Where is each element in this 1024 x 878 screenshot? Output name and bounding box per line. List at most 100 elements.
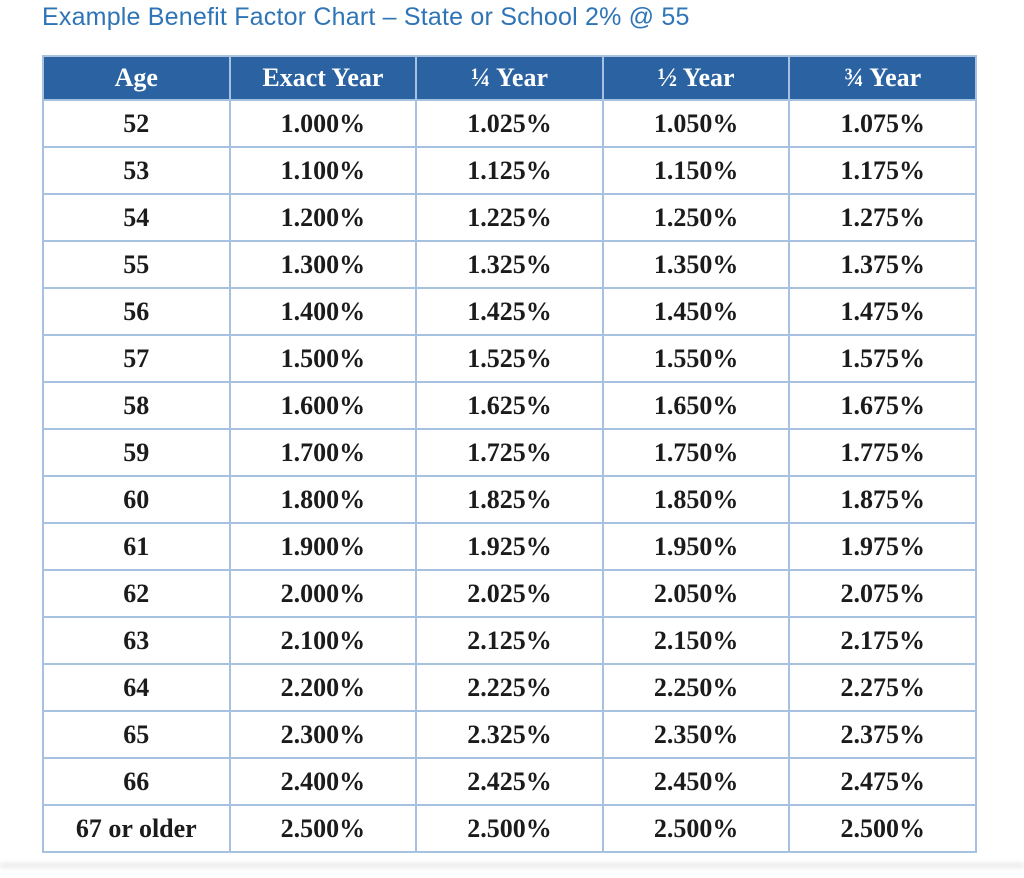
header-cell-exact-year: Exact Year [228,55,418,101]
table-row: 58 1.600% 1.625% 1.650% 1.675% [42,381,977,430]
factor-cell: 1.800% [228,475,418,524]
factor-cell: 1.250% [601,193,791,242]
table-row: 63 2.100% 2.125% 2.150% 2.175% [42,616,977,665]
factor-cell: 2.075% [788,569,977,618]
header-cell-half-year: ½ Year [601,55,791,101]
age-cell: 53 [42,146,231,195]
factor-cell: 2.025% [415,569,604,618]
table-row: 56 1.400% 1.425% 1.450% 1.475% [42,287,977,336]
factor-cell: 2.500% [788,804,977,853]
factor-cell: 2.475% [788,757,977,806]
factor-cell: 2.300% [228,710,418,759]
benefit-factor-table: Age Exact Year ¼ Year ½ Year ¾ Year 52 1.000%… [42,55,977,853]
factor-cell: 1.325% [415,240,604,289]
age-cell: 67 or older [42,804,231,853]
age-cell: 65 [42,710,231,759]
age-cell: 52 [42,99,231,148]
factor-cell: 1.100% [228,146,418,195]
factor-cell: 1.625% [415,381,604,430]
factor-cell: 1.025% [415,99,604,148]
factor-cell: 2.250% [601,663,791,712]
table-row: 55 1.300% 1.325% 1.350% 1.375% [42,240,977,289]
age-cell: 58 [42,381,231,430]
table-row: 57 1.500% 1.525% 1.550% 1.575% [42,334,977,383]
table-row: 59 1.700% 1.725% 1.750% 1.775% [42,428,977,477]
factor-cell: 2.225% [415,663,604,712]
header-row: Age Exact Year ¼ Year ½ Year ¾ Year [42,55,977,101]
factor-cell: 2.125% [415,616,604,665]
factor-cell: 1.525% [415,334,604,383]
factor-cell: 1.375% [788,240,977,289]
factor-cell: 1.825% [415,475,604,524]
factor-cell: 1.575% [788,334,977,383]
age-cell: 55 [42,240,231,289]
factor-cell: 2.400% [228,757,418,806]
age-cell: 60 [42,475,231,524]
age-cell: 61 [42,522,231,571]
table-row: 52 1.000% 1.025% 1.050% 1.075% [42,99,977,148]
table-row: 66 2.400% 2.425% 2.450% 2.475% [42,757,977,806]
factor-cell: 1.275% [788,193,977,242]
header-cell-three-quarter-year: ¾ Year [788,55,977,101]
factor-cell: 1.450% [601,287,791,336]
table-row: 54 1.200% 1.225% 1.250% 1.275% [42,193,977,242]
age-cell: 66 [42,757,231,806]
table-row: 61 1.900% 1.925% 1.950% 1.975% [42,522,977,571]
age-cell: 59 [42,428,231,477]
factor-cell: 1.225% [415,193,604,242]
factor-cell: 2.425% [415,757,604,806]
factor-cell: 1.500% [228,334,418,383]
table-row: 67 or older 2.500% 2.500% 2.500% 2.500% [42,804,977,853]
header-cell-quarter-year: ¼ Year [415,55,604,101]
factor-cell: 2.450% [601,757,791,806]
factor-cell: 1.425% [415,287,604,336]
factor-cell: 1.675% [788,381,977,430]
factor-cell: 1.700% [228,428,418,477]
factor-cell: 2.000% [228,569,418,618]
factor-cell: 1.000% [228,99,418,148]
page-edge-artifact [0,863,1024,868]
factor-cell: 1.200% [228,193,418,242]
age-cell: 57 [42,334,231,383]
factor-cell: 1.075% [788,99,977,148]
table-row: 65 2.300% 2.325% 2.350% 2.375% [42,710,977,759]
factor-cell: 1.875% [788,475,977,524]
factor-cell: 1.950% [601,522,791,571]
factor-cell: 1.850% [601,475,791,524]
factor-cell: 1.600% [228,381,418,430]
benefit-table-body: 52 1.000% 1.025% 1.050% 1.075% 53 1.100% 1.125%… [42,99,977,853]
table-row: 53 1.100% 1.125% 1.150% 1.175% [42,146,977,195]
factor-cell: 1.300% [228,240,418,289]
page-title: Example Benefit Factor Chart – State or … [42,3,690,31]
factor-cell: 2.375% [788,710,977,759]
factor-cell: 1.975% [788,522,977,571]
factor-cell: 2.175% [788,616,977,665]
factor-cell: 1.550% [601,334,791,383]
factor-cell: 1.725% [415,428,604,477]
factor-cell: 2.200% [228,663,418,712]
age-cell: 56 [42,287,231,336]
factor-cell: 2.275% [788,663,977,712]
factor-cell: 1.650% [601,381,791,430]
age-cell: 64 [42,663,231,712]
factor-cell: 2.050% [601,569,791,618]
factor-cell: 1.775% [788,428,977,477]
table-header: Age Exact Year ¼ Year ½ Year ¾ Year [42,55,977,101]
factor-cell: 1.400% [228,287,418,336]
factor-cell: 1.900% [228,522,418,571]
header-cell-age: Age [42,55,231,101]
factor-cell: 2.350% [601,710,791,759]
factor-cell: 2.100% [228,616,418,665]
factor-cell: 2.325% [415,710,604,759]
factor-cell: 2.500% [601,804,791,853]
factor-cell: 1.150% [601,146,791,195]
age-cell: 62 [42,569,231,618]
table-row: 60 1.800% 1.825% 1.850% 1.875% [42,475,977,524]
factor-cell: 1.175% [788,146,977,195]
factor-cell: 1.125% [415,146,604,195]
factor-cell: 1.050% [601,99,791,148]
age-cell: 63 [42,616,231,665]
factor-cell: 1.750% [601,428,791,477]
factor-cell: 1.925% [415,522,604,571]
